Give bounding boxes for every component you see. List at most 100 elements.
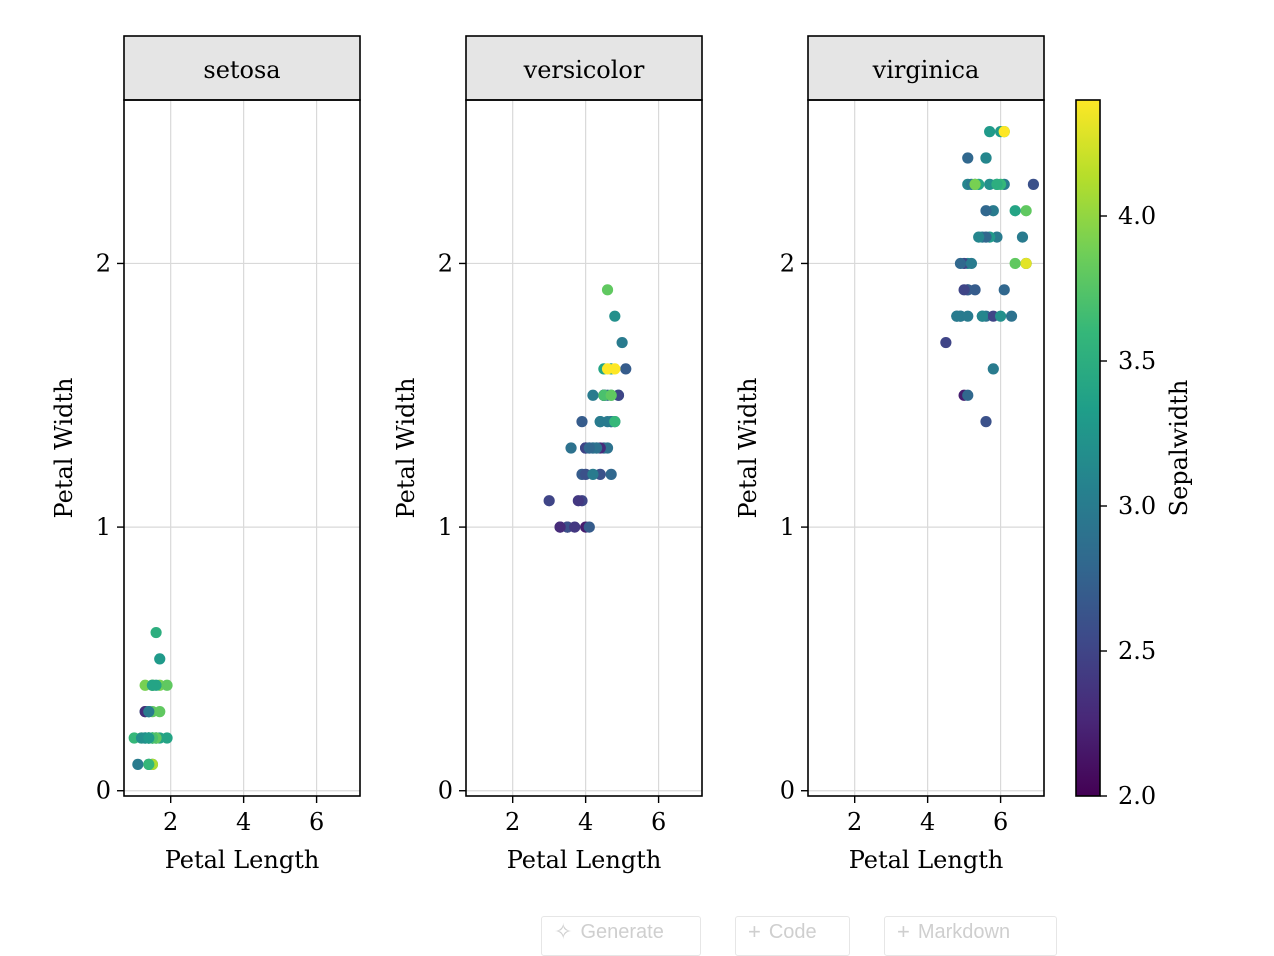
scatter-point <box>991 178 1003 190</box>
colorbar-tick-label: 3.0 <box>1118 492 1156 520</box>
scatter-point <box>605 468 617 480</box>
scatter-point <box>987 363 999 375</box>
scatter-point <box>1016 231 1029 243</box>
scatter-point <box>620 363 632 375</box>
facet-panel-virginica: virginica 2 4 6 0 1 2 Petal Length Petal Width <box>734 35 1045 874</box>
scatter-point <box>1020 205 1032 217</box>
y-tick-label: 1 <box>780 513 795 541</box>
x-tick-label: 6 <box>309 808 324 836</box>
x-tick-label: 4 <box>920 808 935 836</box>
scatter-point <box>1009 257 1021 270</box>
scatter-point <box>154 653 166 665</box>
scatter-point <box>601 284 614 296</box>
x-tick-label: 6 <box>651 808 666 836</box>
x-axis-label: Petal Length <box>507 846 662 874</box>
y-tick-label: 0 <box>96 777 111 805</box>
scatter-point <box>1020 257 1032 270</box>
scatter-point <box>962 152 974 164</box>
scatter-point <box>609 310 621 322</box>
scatter-point <box>132 758 144 770</box>
y-tick-label: 1 <box>96 513 111 541</box>
scatter-point <box>940 336 952 349</box>
y-tick-label: 0 <box>438 777 453 805</box>
scatter-point <box>951 310 963 322</box>
markdown-label: Markdown <box>917 921 1011 943</box>
y-axis-label: Petal Width <box>734 378 762 519</box>
scatter-point <box>1005 310 1018 322</box>
scatter-point <box>576 416 588 428</box>
plus-icon: + <box>897 919 910 944</box>
sparkle-icon: ✧ <box>554 919 573 944</box>
panel-frame <box>465 99 703 797</box>
facet-title: versicolor <box>523 56 645 84</box>
scatter-point <box>150 626 162 639</box>
scatter-point <box>973 231 985 243</box>
scatter-point <box>583 442 595 454</box>
x-axis-label: Petal Length <box>165 846 320 874</box>
x-tick-label: 2 <box>163 808 178 836</box>
y-tick-label: 0 <box>780 777 795 805</box>
colorbar-tick-label: 2.0 <box>1118 782 1156 810</box>
scatter-point <box>958 284 970 296</box>
scatter-point <box>572 495 584 507</box>
x-tick-label: 2 <box>847 808 862 836</box>
y-axis-label: Petal Width <box>392 378 420 519</box>
scatter-point <box>143 732 155 744</box>
colorbar-tick-label: 2.5 <box>1118 637 1156 665</box>
scatter-point <box>980 416 992 428</box>
scatter-point <box>161 732 173 744</box>
notebook-insert-toolbar: ✧ Generate + Code + Markdown <box>0 916 1274 956</box>
scatter-point <box>1027 178 1040 190</box>
plus-icon: + <box>748 919 761 944</box>
scatter-point <box>161 679 173 691</box>
colorbar-tick-label: 4.0 <box>1118 202 1156 230</box>
y-tick-label: 2 <box>780 249 795 277</box>
x-tick-label: 4 <box>578 808 593 836</box>
faceted-scatter-figure: setosa 2 4 6 0 1 2 Petal Length Petal Width versi… <box>50 35 1193 874</box>
scatter-point <box>994 310 1007 322</box>
scatter-point <box>605 389 617 401</box>
y-axis-label: Petal Width <box>50 378 78 519</box>
colorbar-label: Sepalwidth <box>1165 380 1193 517</box>
scatter-point <box>146 679 159 691</box>
colorbar: 2.0 2.5 3.0 3.5 4.0 Sepalwidth <box>1075 99 1193 810</box>
scatter-point <box>143 758 155 770</box>
generate-button[interactable]: ✧ Generate <box>541 916 701 956</box>
colorbar-tick-label: 3.5 <box>1118 347 1156 375</box>
scatter-point <box>587 468 599 480</box>
scatter-point <box>569 521 581 533</box>
code-label: Code <box>768 921 817 943</box>
facet-panel-setosa: setosa 2 4 6 0 1 2 Petal Length Petal Width <box>50 35 361 874</box>
facet-title: setosa <box>203 56 280 84</box>
facet-panel-versicolor: versicolor 2 4 6 0 1 2 Petal Length Petal Width <box>392 35 703 874</box>
scatter-point <box>601 363 614 375</box>
facet-title: virginica <box>872 56 980 84</box>
scatter-point <box>1009 205 1021 217</box>
add-markdown-button[interactable]: + Markdown <box>884 916 1057 956</box>
x-axis-label: Petal Length <box>849 846 1004 874</box>
scatter-point <box>976 310 988 322</box>
scatter-point <box>980 152 992 164</box>
y-tick-label: 2 <box>96 249 111 277</box>
y-tick-label: 1 <box>438 513 453 541</box>
scatter-point <box>980 205 992 217</box>
scatter-point <box>984 126 996 138</box>
scatter-point <box>616 336 628 349</box>
panel-frame <box>807 99 1045 797</box>
scatter-point <box>965 257 978 270</box>
facet-strip <box>807 35 1045 101</box>
scatter-point <box>554 521 566 533</box>
x-tick-label: 6 <box>993 808 1008 836</box>
scatter-point <box>565 442 577 454</box>
scatter-point <box>954 257 967 270</box>
scatter-point <box>587 389 599 401</box>
scatter-point <box>962 389 974 401</box>
panel-frame <box>123 99 361 797</box>
add-code-button[interactable]: + Code <box>735 916 850 956</box>
x-tick-label: 2 <box>505 808 520 836</box>
scatter-point <box>962 310 974 322</box>
scatter-point <box>143 706 155 718</box>
scatter-point <box>998 126 1010 138</box>
scatter-point <box>998 284 1010 296</box>
colorbar-bar <box>1075 99 1101 797</box>
